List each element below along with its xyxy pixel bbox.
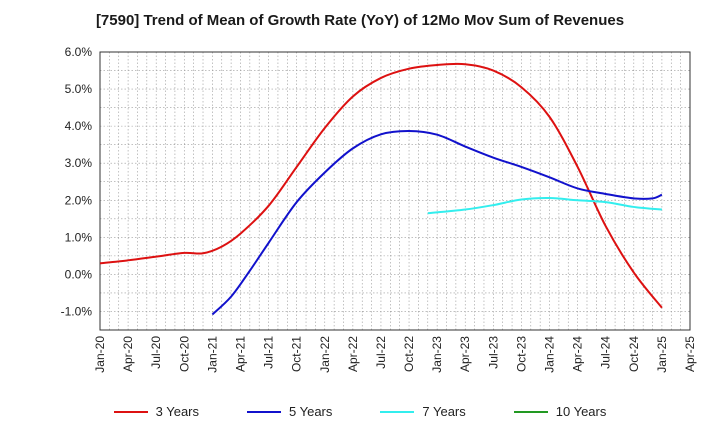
legend-swatch-7-years bbox=[380, 410, 415, 413]
x-tick-label: Apr-24 bbox=[571, 336, 585, 372]
chart-title: [7590] Trend of Mean of Growth Rate (YoY… bbox=[95, 12, 625, 29]
series-line-3-years bbox=[99, 62, 663, 309]
x-tick-label: Jul-23 bbox=[486, 336, 500, 369]
legend-label-10-years: 10 Years bbox=[555, 404, 607, 419]
x-tick-label: Oct-22 bbox=[402, 336, 416, 372]
x-tick-label: Apr-22 bbox=[346, 336, 360, 372]
legend-label-5-years: 5 Years bbox=[289, 404, 333, 419]
y-tick-label: 5.0% bbox=[65, 82, 93, 96]
x-tick-label: Jan-25 bbox=[655, 336, 669, 373]
legend-item-7-years: 7 Years bbox=[380, 404, 466, 419]
x-tick-label: Apr-21 bbox=[233, 336, 247, 372]
legend: 3 Years 5 Years 7 Years 10 Years bbox=[0, 404, 720, 419]
y-tick-label: 1.0% bbox=[65, 230, 93, 244]
x-tick-label: Oct-21 bbox=[290, 336, 304, 372]
y-tick-label: 6.0% bbox=[65, 45, 93, 59]
y-tick-label: 2.0% bbox=[65, 193, 93, 207]
y-tick-labels: -1.0% 0.0% 1.0% 2.0% 3.0% 4.0% 5.0% 6.0% bbox=[61, 45, 93, 318]
plot-frame bbox=[99, 51, 691, 331]
x-tick-label: Oct-24 bbox=[627, 336, 641, 372]
x-tick-label: Oct-23 bbox=[514, 336, 528, 372]
y-tick-label: 0.0% bbox=[65, 267, 93, 281]
legend-swatch-10-years bbox=[513, 410, 548, 413]
x-tick-label: Jan-21 bbox=[205, 336, 219, 373]
x-tick-label: Jul-22 bbox=[374, 336, 388, 369]
x-tick-label: Jan-24 bbox=[543, 336, 557, 373]
y-tick-label: 3.0% bbox=[65, 156, 93, 170]
x-tick-label: Jul-20 bbox=[149, 336, 163, 369]
legend-label-3-years: 3 Years bbox=[155, 404, 199, 419]
series-line-7-years bbox=[427, 197, 662, 215]
x-tick-label: Jan-22 bbox=[318, 336, 332, 373]
x-tick-label: Jan-20 bbox=[93, 336, 107, 373]
legend-swatch-5-years bbox=[247, 410, 281, 413]
axes bbox=[99, 51, 691, 331]
x-tick-label: Apr-23 bbox=[458, 336, 472, 372]
legend-swatch-3-years bbox=[113, 410, 148, 413]
x-tick-label: Apr-25 bbox=[683, 336, 697, 372]
x-tick-label: Apr-20 bbox=[121, 336, 135, 372]
x-tick-label: Jan-23 bbox=[430, 336, 444, 373]
grid bbox=[99, 51, 691, 331]
x-tick-label: Jul-24 bbox=[599, 336, 613, 369]
series-lines bbox=[99, 62, 663, 316]
x-tick-labels: Jan-20 Apr-20 Jul-20 Oct-20 Jan-21 Apr-21 Jul-… bbox=[93, 336, 697, 373]
legend-item-5-years: 5 Years bbox=[247, 404, 332, 419]
x-tick-label: Oct-20 bbox=[177, 336, 191, 372]
series-line-5-years bbox=[211, 129, 663, 316]
legend-item-10-years: 10 Years bbox=[513, 404, 607, 419]
legend-item-3-years: 3 Years bbox=[113, 404, 199, 419]
x-tick-label: Jul-21 bbox=[262, 336, 276, 369]
y-tick-label: 4.0% bbox=[65, 119, 93, 133]
legend-label-7-years: 7 Years bbox=[422, 404, 466, 419]
y-tick-label: -1.0% bbox=[61, 304, 93, 318]
